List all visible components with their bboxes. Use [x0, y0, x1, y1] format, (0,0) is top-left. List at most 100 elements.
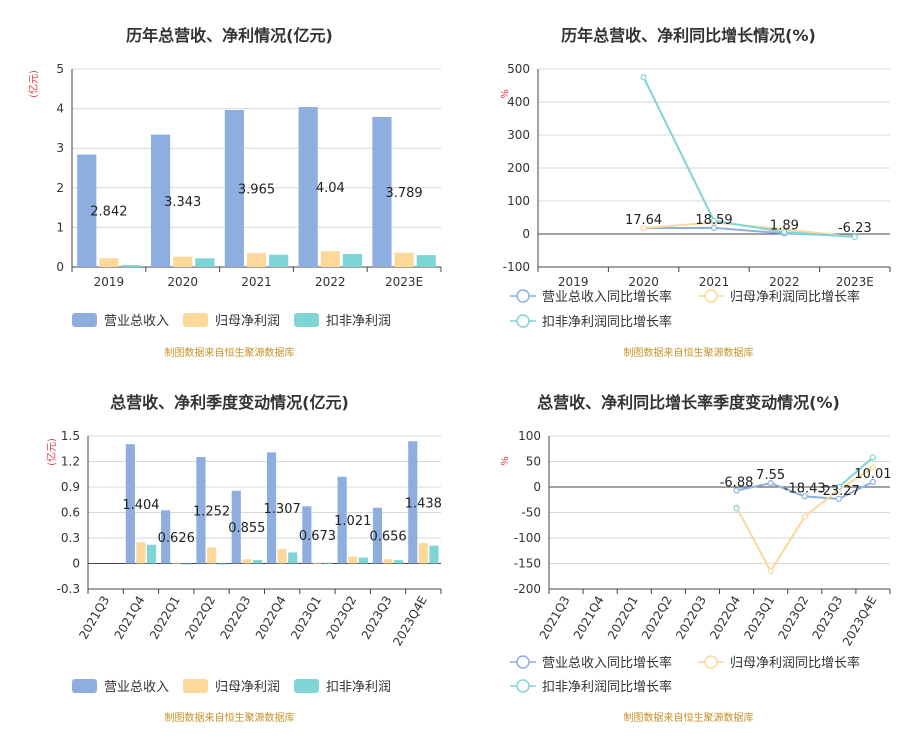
- bar-data-label: 2.842: [90, 205, 127, 220]
- y-tick-label: -150: [514, 557, 541, 571]
- bar: [266, 452, 277, 564]
- series-line: [838, 456, 874, 488]
- bar: [171, 562, 181, 564]
- y-tick-label: 4: [56, 102, 64, 116]
- chart-quarterly-growth: % -200 -150 -100 -50 0 50 100 2021Q32021Q42022Q1…: [500, 429, 892, 695]
- x-tick-label: 2020: [167, 275, 198, 289]
- y-tick-label: -100: [503, 260, 530, 274]
- bar: [161, 510, 171, 564]
- chart-title: 总营收、净利季度变动情况(亿元): [110, 393, 349, 412]
- y-unit-label: %: [500, 456, 511, 466]
- bar: [394, 560, 404, 564]
- y-tick-label: -50: [521, 506, 541, 520]
- bar: [99, 258, 119, 267]
- x-tick-label: 2023Q4E: [840, 594, 880, 649]
- line-data-label: -6.88: [720, 476, 754, 491]
- data-point: [781, 228, 788, 236]
- legend-marker: [516, 314, 530, 328]
- y-tick-label: 300: [507, 128, 530, 142]
- x-tick-label: 2023Q1: [288, 594, 324, 642]
- data-point: [801, 513, 808, 520]
- line-data-label: 1.89: [770, 218, 799, 233]
- bar: [323, 562, 333, 564]
- bar: [146, 544, 157, 564]
- line-data-label: 10.01: [854, 467, 891, 482]
- bar-data-label: 1.252: [193, 504, 230, 519]
- bar: [358, 557, 368, 564]
- bar: [252, 560, 263, 564]
- panel-quarterly-growth: 总营收、净利同比增长率季度变动情况(%) % -200 -150 -100 -50 0 50…: [459, 369, 918, 739]
- legend-label: 扣非净利润同比增长率: [542, 314, 672, 330]
- bar: [342, 253, 363, 267]
- legend-swatch: [183, 313, 208, 327]
- line-data-label: -18.43: [784, 481, 826, 496]
- bar: [312, 562, 323, 564]
- bar-data-label: 3.965: [238, 182, 275, 197]
- y-tick-label: 100: [507, 194, 530, 208]
- bar: [121, 265, 141, 267]
- series-line: [642, 76, 855, 238]
- y-tick-label: 0.9: [61, 480, 80, 494]
- y-tick-label: 2: [56, 181, 64, 195]
- legend-label: 归母净利润同比增长率: [730, 655, 860, 671]
- bar: [269, 254, 289, 267]
- legend-label: 扣非净利润: [326, 314, 391, 329]
- y-tick-label: 0.3: [61, 531, 80, 545]
- x-tick-label: 2023Q3: [810, 594, 846, 642]
- legend-label: 扣非净利润: [326, 680, 391, 695]
- bar: [231, 490, 241, 564]
- bar-data-label: 0.656: [369, 530, 406, 545]
- legend-swatch: [294, 679, 319, 693]
- source-note: 制图数据来自恒生聚源数据库: [623, 713, 754, 724]
- x-tick-label: 2021Q3: [76, 594, 112, 642]
- data-point: [835, 495, 842, 502]
- bar: [195, 258, 215, 267]
- y-tick-label: 5: [56, 62, 64, 76]
- x-tick-label: 2023Q3: [359, 594, 395, 642]
- data-point: [640, 224, 647, 232]
- bar: [372, 507, 383, 564]
- x-tick-label: 2022Q4: [253, 594, 289, 642]
- data-point: [835, 483, 842, 491]
- y-unit-label: (亿元): [45, 438, 58, 466]
- source-note: 制图数据来自恒生聚源数据库: [164, 713, 295, 724]
- y-tick-label: 1.5: [61, 429, 80, 443]
- legend-label: 营业总收入同比增长率: [542, 289, 672, 305]
- data-point: [640, 74, 647, 81]
- legend-swatch: [72, 679, 97, 693]
- bar: [173, 256, 193, 267]
- x-tick-label: 2023E: [385, 275, 423, 289]
- x-tick-label: 2022Q2: [639, 594, 675, 642]
- bar: [288, 552, 298, 564]
- bar: [383, 559, 393, 564]
- chart-title: 历年总营收、净利同比增长情况(%): [561, 26, 816, 45]
- x-tick-label: 2021: [241, 275, 272, 289]
- data-point: [801, 493, 808, 500]
- chart-yearly-amount: (亿元) 0 1 2 3 4 5 2019 2020 2021 2022 2023E 2.842 3.34…: [27, 62, 442, 329]
- panel-yearly-growth: 历年总营收、净利同比增长情况(%) % -100 0 100 200 300 400 500 2…: [459, 0, 918, 369]
- x-tick-label: 2021Q4: [571, 594, 607, 642]
- data-point: [767, 480, 774, 487]
- source-note: 制图数据来自恒生聚源数据库: [623, 348, 754, 359]
- bar: [217, 563, 227, 565]
- chart-title: 总营收、净利同比增长率季度变动情况(%): [537, 393, 840, 412]
- y-tick-label: 500: [507, 62, 530, 76]
- data-point: [869, 454, 877, 461]
- bar: [394, 252, 414, 267]
- y-tick-label: 0: [72, 557, 80, 571]
- source-note: 制图数据来自恒生聚源数据库: [164, 348, 295, 359]
- line-data-label: 18.59: [695, 213, 732, 228]
- x-tick-label: 2020: [628, 275, 659, 289]
- x-tick-label: 2022: [315, 275, 346, 289]
- bar: [246, 253, 267, 267]
- y-tick-label: 200: [507, 161, 530, 175]
- x-tick-label: 2021Q3: [537, 594, 573, 642]
- x-tick-label: 2022Q2: [182, 594, 218, 642]
- y-tick-label: 1.2: [61, 455, 80, 469]
- bar: [136, 542, 146, 564]
- bar: [150, 134, 171, 267]
- y-tick-label: 400: [507, 95, 530, 109]
- bar-data-label: 1.404: [122, 498, 159, 513]
- x-tick-label: 2023Q2: [323, 594, 359, 642]
